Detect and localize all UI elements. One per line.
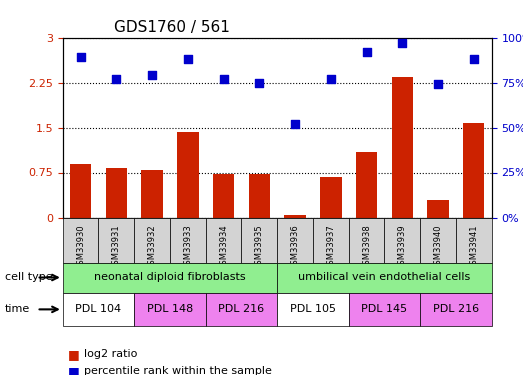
Bar — [463, 123, 484, 218]
Text: GSM33936: GSM33936 — [291, 224, 300, 270]
FancyBboxPatch shape — [420, 292, 492, 326]
Point — [76, 54, 85, 60]
FancyBboxPatch shape — [277, 262, 492, 292]
FancyBboxPatch shape — [349, 292, 420, 326]
Text: GSM33938: GSM33938 — [362, 224, 371, 270]
Text: umbilical vein endothelial cells: umbilical vein endothelial cells — [298, 273, 471, 282]
Text: GSM33932: GSM33932 — [147, 224, 156, 270]
Text: PDL 104: PDL 104 — [75, 304, 121, 314]
Text: PDL 105: PDL 105 — [290, 304, 336, 314]
FancyBboxPatch shape — [242, 217, 277, 262]
Point — [326, 76, 335, 82]
Bar — [248, 174, 270, 217]
Bar — [320, 177, 342, 218]
Text: GSM33935: GSM33935 — [255, 224, 264, 270]
Text: GSM33930: GSM33930 — [76, 224, 85, 270]
Bar — [177, 132, 199, 218]
Bar — [106, 168, 127, 217]
Point — [219, 76, 228, 82]
FancyBboxPatch shape — [313, 217, 349, 262]
FancyBboxPatch shape — [277, 292, 349, 326]
Text: log2 ratio: log2 ratio — [84, 350, 137, 359]
Text: GSM33937: GSM33937 — [326, 224, 335, 270]
FancyBboxPatch shape — [134, 217, 170, 262]
Point — [398, 40, 406, 46]
Point — [434, 81, 442, 87]
Bar — [356, 152, 377, 217]
Point — [291, 121, 299, 127]
FancyBboxPatch shape — [349, 217, 384, 262]
FancyBboxPatch shape — [134, 292, 206, 326]
FancyBboxPatch shape — [63, 292, 134, 326]
Bar — [427, 200, 449, 217]
Text: GSM33939: GSM33939 — [398, 224, 407, 270]
Text: GSM33941: GSM33941 — [469, 224, 478, 270]
Text: GDS1760 / 561: GDS1760 / 561 — [114, 20, 230, 35]
Text: PDL 216: PDL 216 — [433, 304, 479, 314]
Text: GSM33931: GSM33931 — [112, 224, 121, 270]
Bar — [141, 170, 163, 217]
FancyBboxPatch shape — [277, 217, 313, 262]
FancyBboxPatch shape — [63, 262, 277, 292]
Bar — [285, 214, 306, 217]
Point — [470, 56, 478, 62]
Point — [112, 76, 120, 82]
FancyBboxPatch shape — [206, 217, 242, 262]
Text: ■: ■ — [68, 348, 79, 361]
Text: PDL 216: PDL 216 — [219, 304, 265, 314]
Point — [148, 72, 156, 78]
FancyBboxPatch shape — [170, 217, 206, 262]
Text: neonatal diploid fibroblasts: neonatal diploid fibroblasts — [94, 273, 246, 282]
Text: ■: ■ — [68, 365, 79, 375]
Text: time: time — [5, 304, 30, 314]
Text: cell type: cell type — [5, 273, 53, 282]
FancyBboxPatch shape — [456, 217, 492, 262]
Point — [255, 80, 264, 86]
FancyBboxPatch shape — [206, 292, 277, 326]
FancyBboxPatch shape — [384, 217, 420, 262]
Point — [362, 49, 371, 55]
Text: GSM33933: GSM33933 — [184, 224, 192, 270]
Text: percentile rank within the sample: percentile rank within the sample — [84, 366, 271, 375]
FancyBboxPatch shape — [63, 217, 98, 262]
Text: GSM33934: GSM33934 — [219, 224, 228, 270]
Text: GSM33940: GSM33940 — [434, 224, 442, 270]
Text: PDL 145: PDL 145 — [361, 304, 407, 314]
Bar — [213, 174, 234, 217]
Bar — [392, 76, 413, 218]
FancyBboxPatch shape — [420, 217, 456, 262]
Point — [184, 56, 192, 62]
Bar — [70, 164, 92, 218]
FancyBboxPatch shape — [98, 217, 134, 262]
Text: PDL 148: PDL 148 — [147, 304, 193, 314]
